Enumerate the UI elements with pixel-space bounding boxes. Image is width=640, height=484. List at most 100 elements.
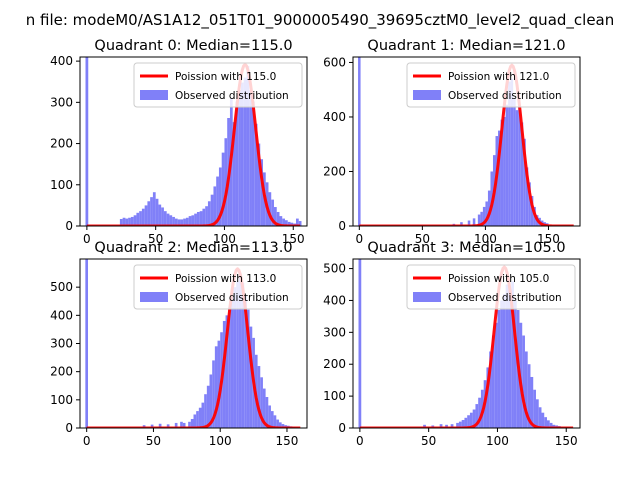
panel-quadrant-3: 0 50 100 150 0 100 200 300 400 500 Quadrant 3: Med… [323,240,581,448]
histogram-bar [358,57,361,226]
histogram-bar [225,315,229,428]
histogram-bar [535,399,539,428]
histogram-bar [119,218,123,226]
histogram-bar [510,78,514,226]
histogram-bar [209,374,213,428]
histogram-bar [541,412,545,428]
legend-poisson-label: Poission with 121.0 [448,71,549,83]
histogram-bar [485,201,488,226]
histogram-bar [150,424,154,428]
histogram-bar [450,424,454,428]
histogram-bar [241,282,245,428]
histogram-bar [155,198,159,226]
histogram-bar [284,220,288,226]
histogram-bar [469,412,473,428]
y-tick-label: 0 [65,219,73,233]
y-tick-label: 400 [50,54,73,68]
histogram-bar [513,97,516,226]
histogram-bar [279,216,283,226]
histogram-bar [213,186,217,226]
histogram-bar [482,206,486,226]
histogram-bar [500,119,504,226]
histogram-bar [271,199,274,226]
histogram-bar [445,424,448,428]
histogram-bar [268,405,271,428]
y-tick-label: 600 [323,55,346,69]
histogram-bar [174,218,178,226]
axes-frame [352,56,581,227]
histogram-bar [461,420,465,428]
y-tick-label: 400 [50,308,73,322]
histogram-bar [249,326,253,428]
legend-observed-label: Observed distribution [448,292,562,304]
histogram-bar [487,190,491,226]
plot-area [85,57,302,226]
legend-observed-swatch [413,292,441,302]
histogram-bar [235,101,239,226]
y-tick-label: 100 [50,178,73,192]
histogram-bar [467,220,471,226]
axes-frame [352,258,581,429]
y-tick-label: 300 [50,337,73,351]
histogram-bar [295,218,299,226]
histogram-bar [423,424,426,428]
y-tick-label: 0 [65,421,73,435]
histogram-bar [552,424,556,428]
histogram-bar [190,418,194,428]
histogram-bar [254,123,258,226]
histogram-bar [472,409,476,428]
histogram-bar [166,424,170,428]
histogram-bar [122,217,126,226]
histogram-bar [194,213,197,226]
x-tick-label: 150 [555,434,578,448]
histogram-bar [188,421,191,428]
histogram-bar [522,335,525,428]
histogram-bar [508,81,511,226]
panel-quadrant-1: 0 50 100 150 0 200 400 600 Quadrant 1: Median=12… [323,38,581,246]
histogram-bar [478,397,481,428]
legend-poisson-label: Poission with 105.0 [448,273,549,285]
histogram-bar [158,423,162,428]
legend-box [406,62,576,108]
y-tick-label: 200 [323,357,346,371]
histogram-bar [257,366,261,428]
histogram-bar [511,281,514,428]
histogram-bar [202,208,206,226]
histogram-bar [515,110,519,226]
histogram-bar [214,346,218,428]
histogram-bar [172,216,175,226]
histogram-bar [458,421,462,428]
histogram-bar [201,402,205,428]
histogram-bar [85,57,89,226]
histogram-bar [520,122,524,226]
histogram-bar [244,295,247,428]
y-tick-label: 300 [323,325,346,339]
histogram-bar [238,273,242,428]
histogram-bar [240,82,244,226]
histogram-bar [150,197,153,226]
histogram-bar [196,411,199,428]
plot-area [358,57,574,226]
y-tick-label: 0 [338,219,346,233]
histogram-bar [158,204,162,226]
histogram-bar [188,216,192,226]
histogram-bar [198,407,202,428]
histogram-bar [460,222,463,226]
x-tick-label: 100 [486,434,509,448]
histogram-bar [538,407,542,428]
histogram-bar [222,320,226,428]
histogram-bar [475,404,479,428]
histogram-bar [503,116,506,226]
histogram-bar [477,214,481,226]
poisson-curve [86,62,301,226]
x-tick-label: 0 [83,434,91,448]
histogram-bar [243,77,247,226]
histogram-bar [166,213,170,226]
histogram-bar [141,208,145,226]
histogram-bar [206,385,210,428]
histogram-bar [513,300,517,428]
histogram-bar [147,201,151,226]
histogram-bar [207,201,211,226]
panel-title: Quadrant 3: Median=105.0 [367,240,565,256]
